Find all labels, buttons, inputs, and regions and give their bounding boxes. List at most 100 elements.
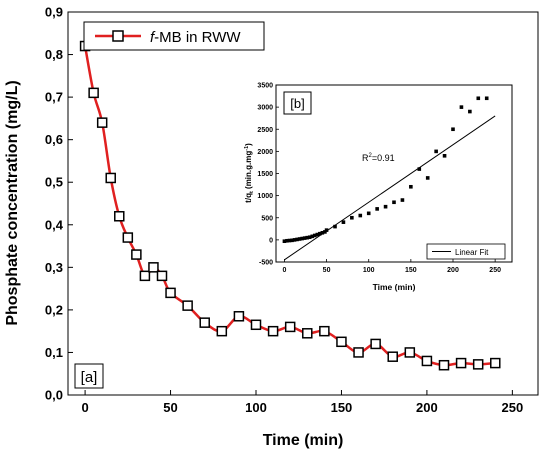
inset-x-tick-label: 150 [405,267,417,274]
inset-legend: Linear Fit [426,243,506,260]
inset-y-tick-label: 1000 [257,193,273,200]
main-data-point [353,347,364,358]
inset-data-point [459,105,464,109]
inset-y-tick-label: 3500 [257,83,273,90]
inset-x-tick-label: 0 [282,267,286,274]
main-data-point [267,325,279,337]
main-tick-labels: 0 50 100 150 200 2500,00,10,20,30,40,50,60,70… [45,5,523,416]
main-y-tick-label: 0,0 [45,388,63,403]
inset-data-point [392,200,396,205]
inset-r2-sup: 2 [369,153,373,159]
main-axis-ticks [68,11,513,396]
inset-y-axis-title-sup: -1 [244,146,250,151]
main-legend-label-prefix: f [150,29,156,46]
inset-data-point [383,204,388,209]
main-x-tick-label: 100 [245,400,267,415]
inset-data-point [333,224,337,229]
panel-b-box [283,91,312,115]
inset-data-point [341,220,346,224]
main-x-tick-label: 150 [331,400,353,415]
inset-tick-labels: 0 50 100 150 200 250 -500 0 500 1000 1500 2000 2500 3… [257,83,501,275]
main-data-point [148,262,159,273]
inset-y-tick-label: -500 [259,260,273,267]
main-data-point [404,347,416,358]
inset-legend-box [426,243,506,260]
inset-data-point [302,236,307,240]
main-data-point [387,351,398,362]
inset-data-point [417,167,422,171]
main-y-tick-label: 0,8 [45,47,63,62]
inset-data-point [318,231,322,236]
inset-y-axis-title-sub: t [249,191,255,193]
inset-data-point [290,238,294,243]
inset-data-point [400,198,405,202]
inset-data-point [315,232,320,237]
inset-data-point [300,236,304,241]
inset-y-tick-label: 2500 [257,127,273,134]
inset-fit-line [284,115,496,261]
panel-a-box [74,363,104,389]
main-data-point [370,338,381,350]
inset-data-point [425,176,430,180]
inset-data-point [305,235,309,240]
main-data-point [421,355,433,367]
main-y-tick-label: 0,5 [45,175,63,190]
main-data-point [105,172,116,184]
inset-x-tick-label: 200 [447,267,459,274]
inset-data-point [324,228,329,232]
inset-data-point [350,215,354,220]
inset-data-point [468,109,472,114]
panel-b-label: [b] [290,96,304,111]
inset-data-point [320,230,325,235]
inset-data-point [366,211,371,216]
main-data-point [472,359,484,370]
inset-data-point [307,235,312,240]
main-y-axis-title: Phosphate concentration (mg/L) [4,80,21,325]
main-data-point [165,287,176,299]
main-data-point [438,359,450,371]
inset-data-point [434,149,438,154]
inset-r2-rest: =0.91 [372,153,395,163]
main-legend-marker [112,30,124,42]
inset-data-point [310,234,315,239]
main-data-point [250,319,262,331]
main-plot-frame [67,11,539,396]
inset-data-point [312,233,317,238]
inset-y-tick-label: 500 [261,215,273,222]
main-y-tick-label: 0,9 [45,5,63,20]
inset-data-point [358,213,363,218]
main-x-tick-label: 50 [163,400,177,415]
main-y-tick-label: 0,4 [45,217,64,232]
main-y-tick-label: 0,7 [45,90,63,105]
main-data-point [199,317,210,328]
inset-y-tick-label: 2000 [257,149,273,156]
main-y-tick-label: 0,3 [45,260,63,275]
inset-x-axis-title: Time (min) [373,282,416,292]
main-data-point [233,311,245,322]
inset-y-tick-label: 1500 [257,171,273,178]
inset-data-point [297,237,302,241]
main-x-axis-title: Time (min) [263,432,344,449]
main-data-point [336,336,347,348]
inset-r2-annotation: R2=0.91 [362,153,395,163]
inset-x-tick-label: 50 [323,267,331,274]
panel-a-label: [a] [81,369,98,386]
inset-x-tick-label: 250 [489,267,501,274]
inset-y-tick-label: 3000 [257,105,273,112]
inset-data-point [409,184,413,189]
inset-data-point [292,238,297,242]
main-data-point [88,87,99,99]
main-data-point [490,357,501,369]
inset-plot-frame [275,84,513,263]
main-data-point [182,300,193,311]
inset-data-point [295,237,299,242]
inset-data-point [287,238,292,243]
inset-x-tick-label: 100 [363,267,375,274]
main-legend-label-rest: -MB in RWW [154,29,241,46]
main-x-tick-label: 250 [502,400,524,415]
main-y-tick-label: 0,1 [45,345,63,360]
main-data-point [139,270,151,282]
inset-data-point [282,239,287,244]
main-data-point [131,249,142,260]
